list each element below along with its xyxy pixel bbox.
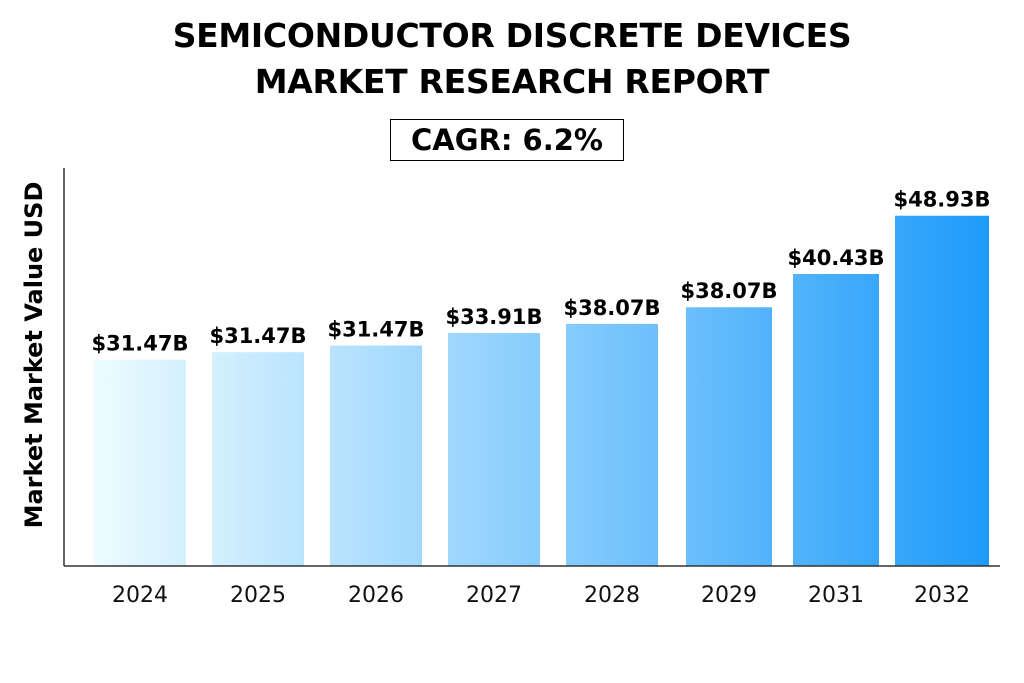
bar-2028 xyxy=(566,323,658,566)
bar-2029 xyxy=(686,307,772,566)
x-tick-label-2026: 2026 xyxy=(348,583,404,608)
bar-2027 xyxy=(448,333,540,566)
bar-2025 xyxy=(212,352,304,566)
x-tick-label-2024: 2024 xyxy=(112,583,168,608)
x-tick-label-2027: 2027 xyxy=(466,583,522,608)
bar-2024 xyxy=(94,359,186,566)
x-tick-label-2028: 2028 xyxy=(584,583,640,608)
data-label-2024: $31.47B xyxy=(91,332,188,356)
data-label-2026: $31.47B xyxy=(327,318,424,342)
data-label-2028: $38.07B xyxy=(563,296,660,320)
data-label-2032: $48.93B xyxy=(893,188,990,212)
data-label-2027: $33.91B xyxy=(445,305,542,329)
data-label-2031: $40.43B xyxy=(787,246,884,270)
bar-2026 xyxy=(330,345,422,566)
bars-layer: $31.47B 2024 $31.47B 2025 $31.47B 2026 $33.91B… xyxy=(91,188,990,608)
chart-title-line-1: SEMICONDUCTOR DISCRETE DEVICES xyxy=(172,16,852,55)
bar-2032 xyxy=(895,215,989,566)
chart-title-line-2: MARKET RESEARCH REPORT xyxy=(254,62,770,101)
x-tick-label-2031: 2031 xyxy=(808,583,864,608)
bar-2031 xyxy=(793,273,879,566)
x-tick-label-2032: 2032 xyxy=(914,583,970,608)
data-label-2029: $38.07B xyxy=(680,279,777,303)
cagr-badge: CAGR: 6.2% xyxy=(390,119,624,161)
x-tick-label-2025: 2025 xyxy=(230,583,286,608)
data-label-2025: $31.47B xyxy=(209,324,306,348)
x-tick-label-2029: 2029 xyxy=(701,583,757,608)
